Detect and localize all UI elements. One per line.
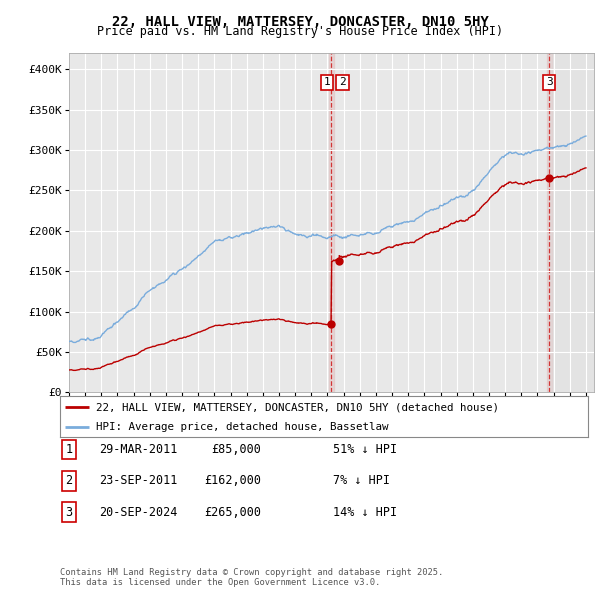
Text: 7% ↓ HPI: 7% ↓ HPI [333,474,390,487]
Text: 20-SEP-2024: 20-SEP-2024 [99,506,178,519]
Text: 22, HALL VIEW, MATTERSEY, DONCASTER, DN10 5HY (detached house): 22, HALL VIEW, MATTERSEY, DONCASTER, DN1… [96,402,499,412]
Text: 51% ↓ HPI: 51% ↓ HPI [333,443,397,456]
Bar [547,53,551,392]
Text: 1: 1 [324,77,331,87]
Text: HPI: Average price, detached house, Bassetlaw: HPI: Average price, detached house, Bass… [96,422,388,431]
Text: £162,000: £162,000 [204,474,261,487]
Text: £85,000: £85,000 [211,443,261,456]
Text: 14% ↓ HPI: 14% ↓ HPI [333,506,397,519]
Text: £265,000: £265,000 [204,506,261,519]
Text: 22, HALL VIEW, MATTERSEY, DONCASTER, DN10 5HY: 22, HALL VIEW, MATTERSEY, DONCASTER, DN1… [112,15,488,29]
Text: 2: 2 [65,474,73,487]
Text: 3: 3 [546,77,553,87]
Text: 29-MAR-2011: 29-MAR-2011 [99,443,178,456]
Text: 23-SEP-2011: 23-SEP-2011 [99,474,178,487]
Bar [329,53,334,392]
Text: Price paid vs. HM Land Registry's House Price Index (HPI): Price paid vs. HM Land Registry's House … [97,25,503,38]
Text: 1: 1 [65,443,73,456]
Bar [549,53,594,392]
Text: 3: 3 [65,506,73,519]
Text: Contains HM Land Registry data © Crown copyright and database right 2025.
This d: Contains HM Land Registry data © Crown c… [60,568,443,587]
Text: 2: 2 [339,77,346,87]
